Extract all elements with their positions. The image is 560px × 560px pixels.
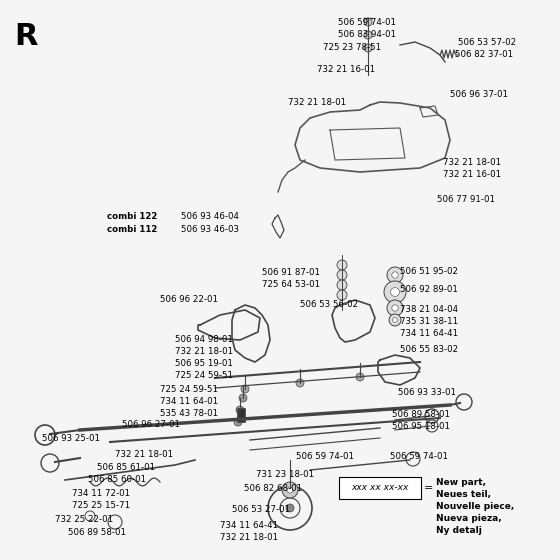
Text: 506 91 87-01: 506 91 87-01: [262, 268, 320, 277]
Text: 734 11 64-41: 734 11 64-41: [220, 521, 278, 530]
Text: 732 21 18-01: 732 21 18-01: [288, 98, 346, 107]
Circle shape: [391, 288, 399, 296]
Text: 506 51 95-02: 506 51 95-02: [400, 267, 458, 276]
Text: Ny detalj: Ny detalj: [436, 526, 482, 535]
Text: 506 93 25-01: 506 93 25-01: [42, 434, 100, 443]
Text: 506 77 91-01: 506 77 91-01: [437, 195, 495, 204]
Text: Nueva pieza,: Nueva pieza,: [436, 514, 502, 523]
Text: 506 93 33-01: 506 93 33-01: [398, 388, 456, 397]
Text: 732 21 18-01: 732 21 18-01: [175, 347, 233, 356]
Text: 506 82 37-01: 506 82 37-01: [455, 50, 513, 59]
Text: 725 24 59-51: 725 24 59-51: [160, 385, 218, 394]
Bar: [237, 408, 245, 422]
Text: 506 89 58-01: 506 89 58-01: [68, 528, 126, 537]
Text: 725 25 15-71: 725 25 15-71: [72, 501, 130, 510]
Text: 725 64 53-01: 725 64 53-01: [262, 280, 320, 289]
Circle shape: [287, 487, 293, 493]
Text: 506 83 94-01: 506 83 94-01: [338, 30, 396, 39]
Text: 506 93 46-03: 506 93 46-03: [181, 225, 239, 234]
Circle shape: [337, 270, 347, 280]
Text: 506 59 74-01: 506 59 74-01: [390, 452, 448, 461]
Text: 506 95 19-01: 506 95 19-01: [175, 359, 233, 368]
Circle shape: [393, 318, 398, 323]
Text: 506 55 83-02: 506 55 83-02: [400, 345, 458, 354]
Circle shape: [337, 260, 347, 270]
Circle shape: [387, 267, 403, 283]
Text: 506 95 18-01: 506 95 18-01: [392, 422, 450, 431]
Text: 506 96 27-01: 506 96 27-01: [122, 420, 180, 429]
Text: 738 21 04-04: 738 21 04-04: [400, 305, 458, 314]
Circle shape: [389, 314, 401, 326]
Circle shape: [337, 290, 347, 300]
Text: combi 112: combi 112: [107, 225, 157, 234]
Text: 506 85 60-01: 506 85 60-01: [88, 475, 146, 484]
Text: 734 11 64-01: 734 11 64-01: [160, 397, 218, 406]
Circle shape: [296, 379, 304, 387]
Text: xxx xx xx-xx: xxx xx xx-xx: [351, 483, 409, 492]
Text: combi 122: combi 122: [107, 212, 157, 221]
Text: 732 21 16-01: 732 21 16-01: [317, 65, 375, 74]
Text: 732 21 18-01: 732 21 18-01: [443, 158, 501, 167]
Circle shape: [387, 300, 403, 316]
Circle shape: [282, 482, 298, 498]
Circle shape: [234, 418, 242, 426]
Text: 506 53 56-02: 506 53 56-02: [300, 300, 358, 309]
Text: 506 92 89-01: 506 92 89-01: [400, 285, 458, 294]
Circle shape: [236, 406, 244, 414]
Text: 732 21 18-01: 732 21 18-01: [220, 533, 278, 542]
Text: 732 21 18-01: 732 21 18-01: [115, 450, 173, 459]
Text: 725 24 59-51: 725 24 59-51: [175, 371, 233, 380]
Text: 506 85 61-01: 506 85 61-01: [97, 463, 155, 472]
Text: 506 96 22-01: 506 96 22-01: [160, 295, 218, 304]
Text: 732 25 22-01: 732 25 22-01: [55, 515, 113, 524]
Text: 732 21 16-01: 732 21 16-01: [443, 170, 501, 179]
Text: 506 93 46-04: 506 93 46-04: [181, 212, 239, 221]
Circle shape: [239, 394, 247, 402]
Text: Nouvelle piece,: Nouvelle piece,: [436, 502, 514, 511]
Text: 506 59 74-01: 506 59 74-01: [338, 18, 396, 27]
Circle shape: [364, 18, 372, 26]
Text: 506 53 27-01: 506 53 27-01: [232, 505, 290, 514]
Text: 731 23 18-01: 731 23 18-01: [256, 470, 314, 479]
Text: 506 59 74-01: 506 59 74-01: [296, 452, 354, 461]
Circle shape: [364, 31, 372, 39]
Circle shape: [392, 305, 398, 311]
Circle shape: [356, 373, 364, 381]
FancyBboxPatch shape: [339, 477, 421, 499]
Circle shape: [384, 281, 406, 303]
Circle shape: [364, 44, 372, 52]
Text: 506 53 57-02: 506 53 57-02: [458, 38, 516, 47]
Text: 506 82 68-01: 506 82 68-01: [244, 484, 302, 493]
Text: 725 23 78-51: 725 23 78-51: [323, 43, 381, 52]
Text: R: R: [14, 22, 38, 51]
Circle shape: [286, 504, 294, 512]
Text: Neues teil,: Neues teil,: [436, 490, 491, 499]
Text: New part,: New part,: [436, 478, 486, 487]
Text: 506 89 58-01: 506 89 58-01: [392, 410, 450, 419]
Text: =: =: [424, 483, 433, 493]
Circle shape: [241, 385, 249, 393]
Text: 535 43 78-01: 535 43 78-01: [160, 409, 218, 418]
Text: 734 11 72-01: 734 11 72-01: [72, 489, 130, 498]
Text: 734 11 64-41: 734 11 64-41: [400, 329, 458, 338]
Circle shape: [392, 272, 398, 278]
Text: 506 96 37-01: 506 96 37-01: [450, 90, 508, 99]
Text: 735 31 38-11: 735 31 38-11: [400, 317, 458, 326]
Circle shape: [337, 280, 347, 290]
Text: 506 94 98-01: 506 94 98-01: [175, 335, 233, 344]
